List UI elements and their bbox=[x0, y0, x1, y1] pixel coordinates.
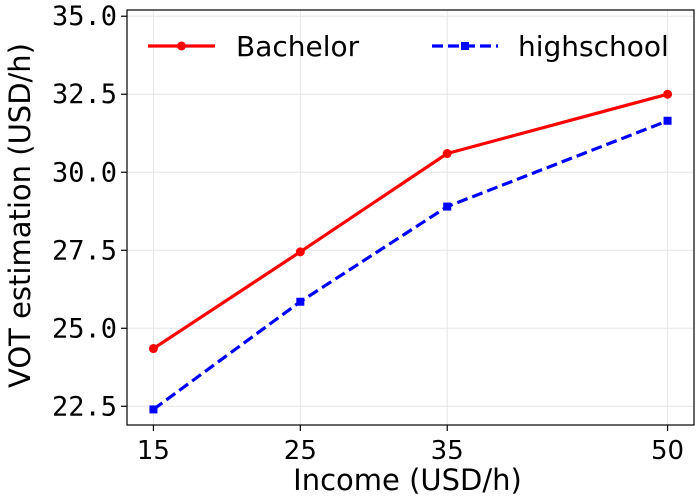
series-line bbox=[152, 119, 669, 411]
y-tick-label: 30.0 bbox=[52, 157, 117, 188]
x-axis-label: Income (USD/h) bbox=[293, 463, 522, 497]
series-highschool bbox=[149, 116, 672, 414]
grid-lines bbox=[127, 10, 694, 425]
y-tick-label: 27.5 bbox=[52, 235, 117, 266]
data-point bbox=[663, 89, 673, 99]
series-layer bbox=[148, 89, 673, 414]
x-tick-label: 35 bbox=[431, 436, 464, 466]
axis-ticks: 22.5 25.0 27.5 30.0 32.5 35.0 15 25 35 50 bbox=[52, 1, 684, 466]
x-tick-label: 15 bbox=[137, 436, 170, 466]
data-point bbox=[663, 116, 672, 125]
legend-item-highschool: highschool bbox=[432, 30, 669, 63]
data-point bbox=[148, 344, 158, 354]
data-point bbox=[443, 202, 452, 211]
series-bachelor bbox=[148, 89, 673, 354]
y-axis-label: VOT estimation (USD/h) bbox=[3, 43, 37, 388]
x-tick-label: 50 bbox=[651, 436, 684, 466]
legend-marker bbox=[177, 41, 186, 51]
y-tick-label: 25.0 bbox=[52, 313, 117, 344]
legend-item-bachelor: Bachelor bbox=[148, 30, 360, 63]
legend-label: Bachelor bbox=[236, 30, 360, 63]
y-tick-label: 35.0 bbox=[52, 1, 117, 32]
series-line bbox=[152, 92, 669, 350]
data-point bbox=[295, 247, 305, 257]
plot-frame bbox=[126, 9, 695, 426]
data-point bbox=[149, 405, 158, 414]
x-tick-label: 25 bbox=[284, 436, 317, 466]
y-tick-label: 32.5 bbox=[52, 79, 117, 110]
legend: Bachelor highschool bbox=[148, 30, 669, 63]
data-point bbox=[296, 297, 305, 306]
data-point bbox=[442, 149, 452, 159]
y-tick-label: 22.5 bbox=[52, 391, 117, 422]
legend-label: highschool bbox=[518, 30, 669, 63]
legend-marker bbox=[461, 42, 469, 50]
